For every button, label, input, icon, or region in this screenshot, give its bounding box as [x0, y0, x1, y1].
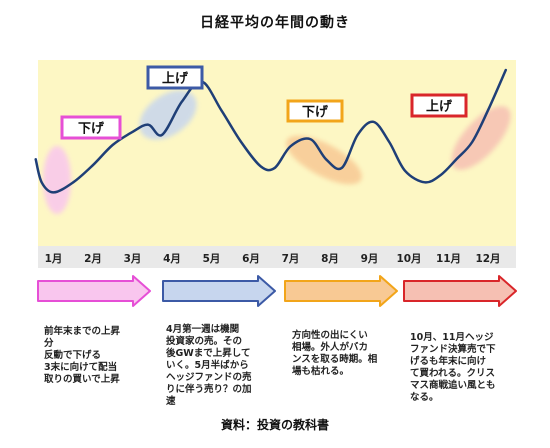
x-tick-label: 7月 — [282, 253, 300, 265]
source-caption: 資料：投資の教科書 — [220, 418, 329, 432]
x-tick-label: 4月 — [163, 253, 181, 265]
note-line: 分 — [44, 338, 54, 349]
note-line: りに伴う売り？の加 — [166, 384, 252, 395]
note-orange: 方向性の出にくい 相場。外人がバカ ンスを取る時期。相 場も枯れる。 — [292, 330, 377, 378]
arrow-red — [403, 275, 517, 307]
x-tick-label: 8月 — [321, 253, 339, 265]
note-line: 後GWまで上昇して — [166, 348, 251, 359]
note-line: 10月、11月ヘッジ — [410, 332, 494, 343]
chart-title: 日経平均の年間の動き — [200, 15, 350, 31]
x-tick-label: 2月 — [84, 253, 102, 265]
month-axis-strip — [38, 246, 516, 268]
note-line: げるも年末に向け — [410, 356, 487, 367]
x-tick-label: 6月 — [242, 253, 260, 265]
callout-box-orange — [286, 99, 344, 123]
note-line: 前年末までの上昇 — [44, 326, 121, 337]
callout-label-blue: 上げ — [162, 71, 189, 87]
note-line: 投資家の売。その — [166, 336, 243, 347]
x-tick-label: 12月 — [475, 253, 500, 265]
x-tick-label: 9月 — [361, 253, 379, 265]
note-line: マス商戦追い風とも — [410, 380, 496, 391]
series-line — [34, 68, 508, 194]
x-tick-label: 5月 — [203, 253, 221, 265]
callout-label-red: 上げ — [426, 99, 453, 115]
note-line: 相場。外人がバカ — [292, 342, 369, 353]
arrow-orange — [284, 275, 398, 307]
note-line: ファンド決算売で下 — [410, 344, 496, 355]
note-line: 3末に向けて配当 — [44, 362, 118, 373]
arrow-pink — [37, 275, 151, 307]
note-red: 10月、11月ヘッジ ファンド決算売で下 げるも年末に向け て買われる。クリス マス商戦… — [410, 332, 496, 404]
callout-box-red — [410, 93, 468, 118]
note-line: 速 — [166, 396, 176, 407]
x-tick-label: 3月 — [124, 253, 142, 265]
arrow-blue — [162, 275, 276, 307]
x-tick-label: 11月 — [436, 253, 461, 265]
note-line: 反動で下げる — [44, 350, 102, 361]
note-line: て買われる。クリス — [410, 368, 496, 379]
plot-background — [38, 60, 516, 246]
note-line: いく。5月半ばから — [166, 360, 249, 371]
callout-label-pink: 下げ — [78, 121, 105, 137]
callout-label-orange: 下げ — [302, 104, 329, 120]
highlight-pink — [43, 146, 71, 214]
note-blue: 4月第一週は機関 投資家の売。その 後GWまで上昇して いく。5月半ばから ヘッジファン… — [166, 324, 252, 408]
note-line: 取りの買いで上昇 — [44, 374, 120, 385]
highlight-red — [451, 106, 511, 170]
note-line: 方向性の出にくい — [292, 330, 368, 341]
note-line: 場も枯れる。 — [292, 366, 350, 377]
note-line: ンスを取る時期。相 — [292, 354, 378, 365]
note-line: なる。 — [410, 392, 439, 403]
callout-box-blue — [146, 65, 204, 90]
callout-box-pink — [60, 115, 122, 140]
note-line: ヘッジファンドの売 — [166, 372, 252, 383]
x-tick-label: 1月 — [45, 253, 63, 265]
note-pink: 前年末までの上昇分反動で下げる 3末に向けて配当 取りの買いで上昇 — [44, 326, 120, 386]
x-tick-label: 10月 — [396, 253, 421, 265]
highlight-orange — [286, 135, 362, 185]
note-line: 4月第一週は機関 — [166, 324, 240, 335]
